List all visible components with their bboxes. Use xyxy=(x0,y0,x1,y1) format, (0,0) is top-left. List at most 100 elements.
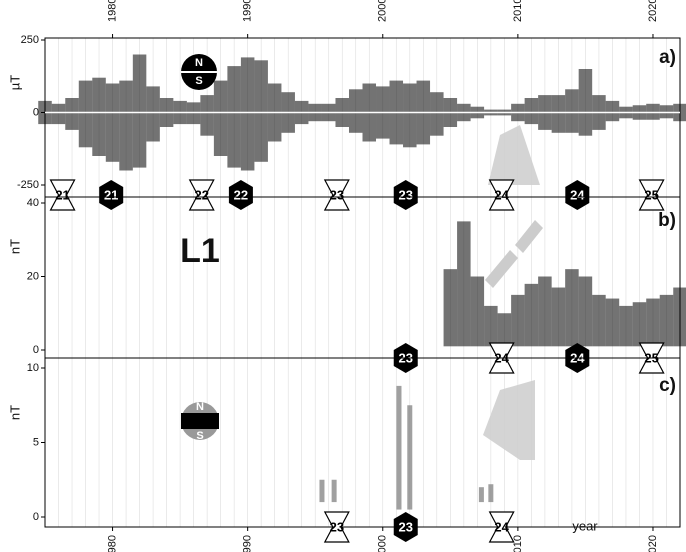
data-range xyxy=(470,276,485,347)
compass-icon: N S xyxy=(181,54,217,90)
data-range xyxy=(348,89,363,133)
cycle-maximum xyxy=(99,180,124,210)
y-tick-label: 0 xyxy=(33,344,39,356)
y-tick-label: 250 xyxy=(21,34,39,46)
data-range xyxy=(430,92,444,136)
cycle-minimum xyxy=(638,179,665,211)
data-range xyxy=(511,294,525,347)
y-axis-label: µT xyxy=(7,75,22,90)
cycle-minimum xyxy=(49,179,76,211)
data-range xyxy=(92,77,106,156)
y-tick-label: 0 xyxy=(33,106,39,118)
panel-label: b) xyxy=(658,210,676,231)
svg-text:S: S xyxy=(196,430,203,442)
cycle-number: 24 xyxy=(570,187,585,202)
y-axis-label: nT xyxy=(7,239,22,254)
data-range xyxy=(443,269,458,347)
y-tick-label: 5 xyxy=(33,436,39,448)
cycle-number: 22 xyxy=(234,187,248,202)
y-tick-label: -250 xyxy=(17,179,39,191)
x-tick-label: 2000 xyxy=(377,0,389,22)
data-range xyxy=(403,83,417,148)
data-range xyxy=(488,484,494,503)
panel xyxy=(44,358,681,527)
cycle-number: 23 xyxy=(398,519,412,534)
satellite-icon xyxy=(485,220,543,288)
data-range xyxy=(65,98,79,130)
data-range xyxy=(119,80,133,171)
cycle-number: 25 xyxy=(644,187,658,202)
x-tick-label: 1980 xyxy=(106,535,118,552)
data-range xyxy=(78,80,93,148)
data-range xyxy=(551,287,566,347)
data-range xyxy=(396,385,402,510)
data-range xyxy=(673,287,686,347)
data-range xyxy=(632,302,647,347)
x-tick-label: 2020 xyxy=(647,0,659,22)
data-range xyxy=(646,298,660,347)
cycle-maximum xyxy=(393,180,418,210)
x-tick-label: 1990 xyxy=(242,535,254,552)
data-range xyxy=(659,294,674,347)
data-range xyxy=(565,269,579,347)
x-tick-label: 1980 xyxy=(106,0,118,22)
data-range xyxy=(254,60,268,162)
cycle-minimum xyxy=(188,179,215,211)
cycle-minimum xyxy=(488,511,515,543)
magnet-icon: N S xyxy=(181,401,219,442)
cycle-number: 22 xyxy=(194,187,208,202)
data-range xyxy=(407,405,413,510)
annotation: L1 xyxy=(180,232,220,270)
cycle-maximum xyxy=(228,180,253,210)
data-range xyxy=(605,298,620,347)
data-range xyxy=(578,276,593,347)
data-range xyxy=(331,479,337,503)
data-range xyxy=(484,305,498,347)
cycle-maximum xyxy=(393,512,418,542)
data-range xyxy=(146,86,160,142)
cycle-number: 21 xyxy=(55,187,69,202)
x-tick-label: 2010 xyxy=(512,535,524,552)
data-range xyxy=(213,80,228,156)
x-tick-label: 1990 xyxy=(242,0,254,22)
data-range xyxy=(551,95,566,133)
data-range xyxy=(227,66,241,168)
data-range xyxy=(200,95,214,136)
panel-label: c) xyxy=(659,375,676,396)
cycle-minimum xyxy=(323,179,350,211)
data-range xyxy=(538,276,552,347)
antenna-icon xyxy=(483,125,540,460)
data-range xyxy=(457,221,471,347)
y-tick-label: 20 xyxy=(27,270,39,282)
x-axis-label: year xyxy=(572,518,598,533)
data-range xyxy=(497,313,512,347)
data-range xyxy=(240,57,255,171)
cycle-number: 24 xyxy=(494,187,509,202)
data-range xyxy=(524,283,539,347)
y-axis-label: nT xyxy=(7,405,22,420)
cycle-maximum xyxy=(565,180,590,210)
data-range xyxy=(319,479,325,503)
cycle-number: 23 xyxy=(330,519,344,534)
data-range xyxy=(619,305,633,347)
panel-frame xyxy=(44,357,681,528)
data-range xyxy=(565,89,579,133)
data-range xyxy=(578,69,593,136)
data-range xyxy=(524,98,539,125)
cycle-number: 24 xyxy=(494,519,509,534)
data-range xyxy=(51,103,66,125)
cycle-number: 23 xyxy=(330,187,344,202)
y-tick-label: 10 xyxy=(27,362,39,374)
x-tick-label: 2010 xyxy=(512,0,524,22)
data-range xyxy=(592,294,606,347)
cycle-minimum xyxy=(323,511,350,543)
svg-text:N: N xyxy=(196,401,204,413)
data-range xyxy=(132,54,147,168)
data-range xyxy=(478,487,484,503)
x-tick-label: 2020 xyxy=(647,535,659,552)
x-tick-label: 2000 xyxy=(377,535,389,552)
svg-text:N: N xyxy=(195,57,203,69)
panel-label: a) xyxy=(659,47,676,68)
cycle-minimum xyxy=(488,179,515,211)
